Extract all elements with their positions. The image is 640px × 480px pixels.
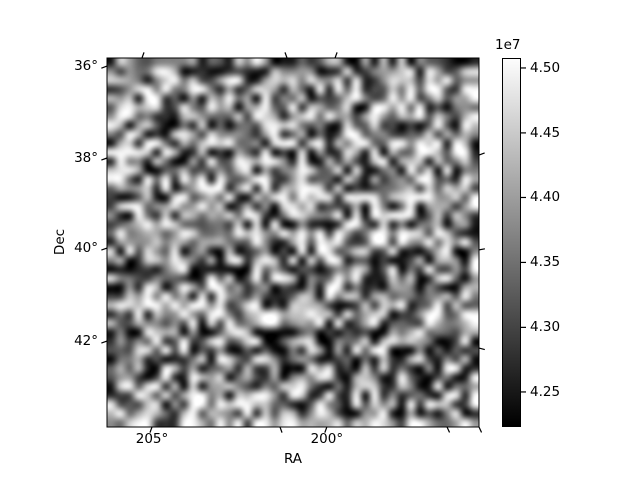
bottom-tick xyxy=(478,426,483,433)
colorbar-offset-label: 1e7 xyxy=(495,37,521,53)
right-tick xyxy=(478,152,485,156)
y-tick-label: 40° xyxy=(74,240,98,257)
colorbar-tick-label: 4.25 xyxy=(530,383,561,400)
bottom-tick xyxy=(279,426,283,433)
right-tick xyxy=(478,347,485,351)
colorbar-tick-label: 4.45 xyxy=(530,124,561,141)
colorbar-gradient xyxy=(502,58,521,427)
colorbar-tick-label: 4.50 xyxy=(530,59,561,76)
x-axis-label: RA xyxy=(283,451,303,467)
x-tick-label: 200° xyxy=(310,431,344,447)
right-tick xyxy=(478,248,486,251)
y-tick-label: 38° xyxy=(74,149,98,166)
y-tick-label: 42° xyxy=(74,333,98,350)
bottom-tick xyxy=(446,426,451,433)
colorbar-tick-label: 4.30 xyxy=(530,319,561,336)
colorbar-tick-label: 4.40 xyxy=(530,189,561,206)
y-tick-label: 36° xyxy=(74,58,98,75)
heatmap-image xyxy=(107,58,479,427)
x-tick-label: 205° xyxy=(135,431,169,447)
colorbar-tick-label: 4.35 xyxy=(530,254,561,271)
